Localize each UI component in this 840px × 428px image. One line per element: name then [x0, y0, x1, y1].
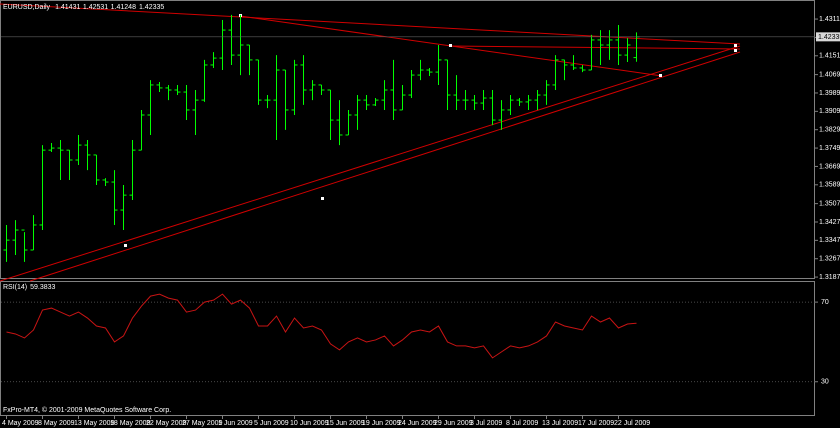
x-tick-label: 15 Jun 2009 — [326, 420, 365, 427]
x-tick-label: 8 May 2009 — [38, 420, 75, 427]
rsi-header: RSI(14) 59.3833 — [3, 284, 56, 291]
rsi-tick-label: 30 — [821, 379, 829, 386]
y-tick-label: 1.35070 — [819, 200, 840, 207]
x-tick-label: 18 May 2009 — [110, 420, 151, 427]
y-tick-label: 1.36690 — [819, 163, 840, 170]
x-tick-label: 1 Jun 2009 — [218, 420, 253, 427]
trendline — [0, 3, 741, 45]
y-tick-label: 1.35890 — [819, 182, 840, 189]
trendlines — [0, 3, 741, 282]
anchor-point — [449, 44, 452, 47]
footer: FxPro-MT4, © 2001-2009 MetaQuotes Softwa… — [3, 406, 171, 414]
anchor-point — [734, 44, 737, 47]
low-value: 1.41248 — [111, 4, 136, 11]
x-tick-label: 29 Jun 2009 — [434, 420, 473, 427]
y-tick-label: 1.41510 — [819, 53, 840, 60]
x-tick-label: 17 Jul 2009 — [578, 420, 614, 427]
rsi-panel — [0, 281, 815, 416]
rsi-tick-label: 70 — [821, 299, 829, 306]
y-tick-label: 1.38290 — [819, 127, 840, 134]
symbol: EURUSD,Daily — [3, 4, 51, 11]
y-tick-label: 1.37490 — [819, 145, 840, 152]
y-tick-label: 1.39090 — [819, 108, 840, 115]
x-tick-label: 13 Jul 2009 — [542, 420, 578, 427]
anchor-point — [124, 244, 127, 247]
high-value: 1.42531 — [83, 4, 108, 11]
y-tick-label: 1.43110 — [819, 16, 840, 23]
y-tick-label: 1.33470 — [819, 237, 840, 244]
trendline — [449, 45, 741, 50]
x-tick-label: 27 May 2009 — [182, 420, 223, 427]
x-tick-label: 10 Jun 2009 — [290, 420, 329, 427]
y-tick-label: 1.34270 — [819, 219, 840, 226]
price-panel — [0, 0, 815, 279]
close-value: 1.42335 — [139, 4, 164, 11]
x-tick-label: 8 Jul 2009 — [506, 420, 538, 427]
x-tick-label: 22 May 2009 — [146, 420, 187, 427]
y-tick-label: 1.40690 — [819, 71, 840, 78]
anchor-point — [659, 74, 662, 77]
rsi-name: RSI(14) — [3, 284, 27, 291]
current-price-box — [816, 32, 840, 42]
y-tick-label: 1.31870 — [819, 274, 840, 281]
current-price-label: 1.42335 — [818, 34, 840, 41]
y-tick-label: 1.39890 — [819, 90, 840, 97]
trendline — [29, 51, 741, 282]
x-tick-label: 3 Jul 2009 — [470, 420, 502, 427]
x-tick-label: 22 Jul 2009 — [614, 420, 650, 427]
x-tick-label: 19 Jun 2009 — [362, 420, 401, 427]
rsi-value: 59.3833 — [30, 284, 55, 291]
anchor-point — [321, 197, 324, 200]
x-tick-label: 5 Jun 2009 — [254, 420, 289, 427]
anchor-point — [734, 49, 737, 52]
x-tick-label: 4 May 2009 — [2, 420, 39, 427]
rsi-line — [6, 293, 637, 359]
y-tick-label: 1.32670 — [819, 256, 840, 263]
open-value: 1.41431 — [55, 4, 80, 11]
x-tick-label: 24 Jun 2009 — [398, 420, 437, 427]
trendline — [0, 45, 741, 282]
chart-header: EURUSD,Daily 1.41431 1.42531 1.41248 1.42335 — [3, 4, 164, 11]
x-tick-label: 13 May 2009 — [74, 420, 115, 427]
ohlc-bars — [3, 14, 640, 262]
